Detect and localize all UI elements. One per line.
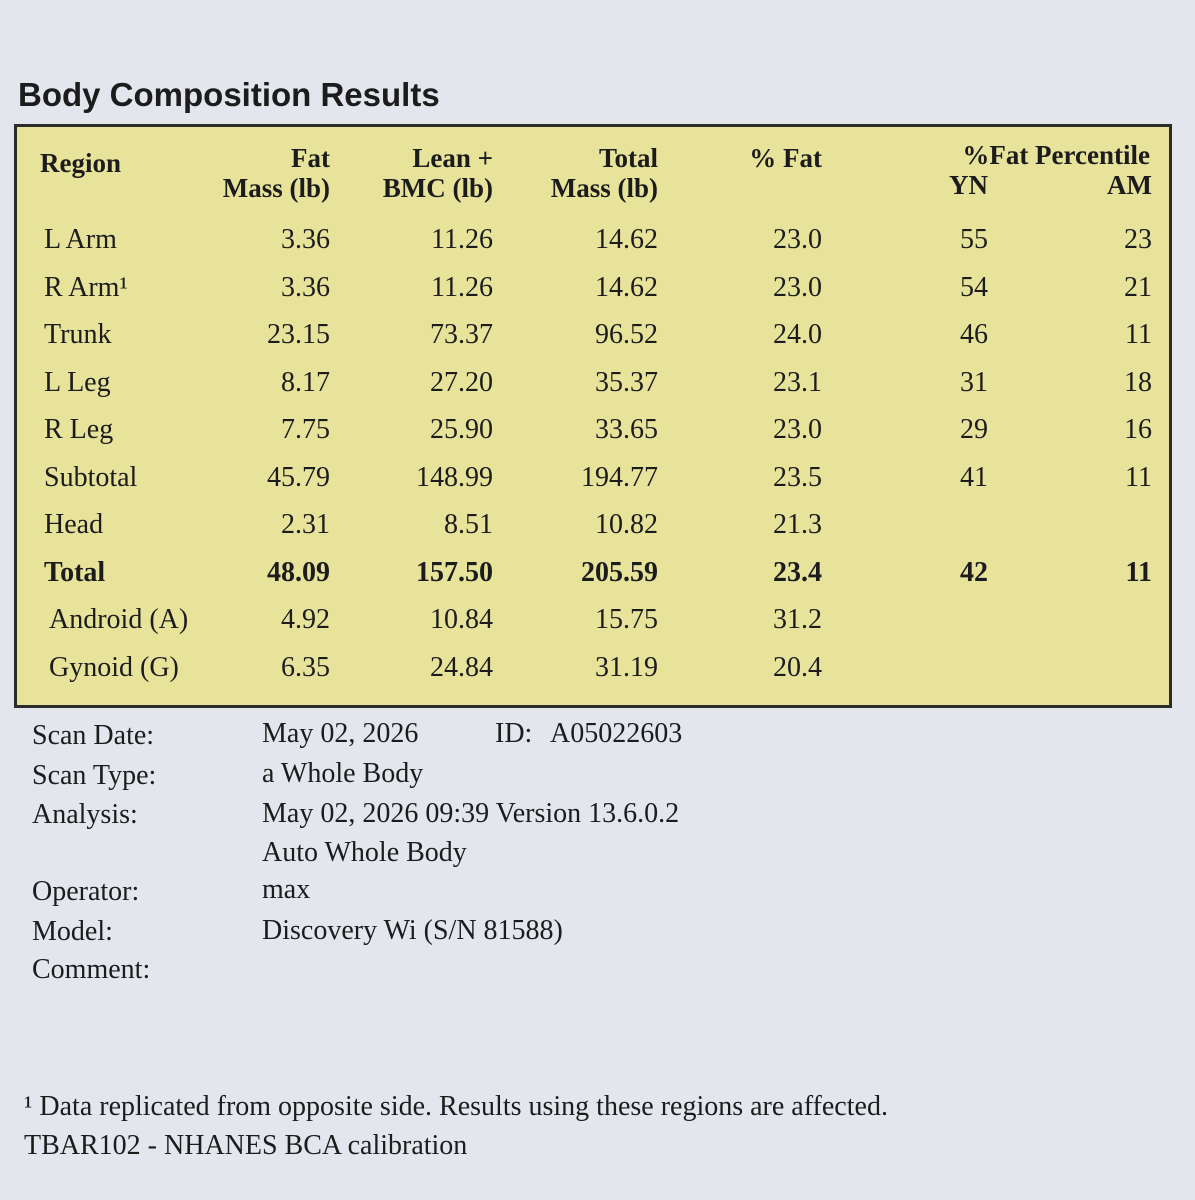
row-label: Trunk bbox=[44, 319, 112, 350]
cell: 11 bbox=[1125, 319, 1152, 350]
footnote: TBAR102 - NHANES BCA calibration bbox=[24, 1130, 468, 1161]
cell: 23.0 bbox=[773, 224, 822, 255]
value: a Whole Body bbox=[262, 758, 424, 789]
cell: 29 bbox=[960, 414, 988, 445]
cell: 42 bbox=[960, 556, 988, 588]
label: Model: bbox=[32, 916, 113, 947]
cell: 24.0 bbox=[773, 319, 822, 350]
cell: 8.51 bbox=[444, 509, 493, 540]
label: Operator: bbox=[32, 876, 140, 907]
cell: 148.99 bbox=[416, 461, 493, 493]
cell: 16 bbox=[1124, 414, 1152, 445]
cell: 27.20 bbox=[430, 366, 493, 398]
column-header: AM bbox=[1107, 170, 1152, 200]
cell: 11.26 bbox=[431, 271, 493, 303]
value: Discovery Wi (S/N 81588) bbox=[262, 915, 563, 946]
cell: 10.84 bbox=[430, 604, 493, 635]
column-header: Mass (lb) bbox=[550, 173, 658, 203]
cell: 23.5 bbox=[773, 461, 822, 493]
column-header: Region bbox=[40, 148, 121, 178]
row-label: Subtotal bbox=[44, 461, 138, 493]
cell: 48.09 bbox=[267, 556, 330, 588]
value: A05022603 bbox=[550, 718, 683, 749]
label: Scan Type: bbox=[32, 760, 157, 791]
cell: 11.26 bbox=[431, 224, 493, 255]
label: ID: bbox=[495, 718, 533, 749]
cell: 33.65 bbox=[595, 414, 658, 445]
cell: 11 bbox=[1125, 556, 1152, 588]
cell: 31.2 bbox=[773, 604, 822, 635]
cell: 23.4 bbox=[773, 556, 822, 588]
label: Comment: bbox=[32, 954, 151, 985]
column-header: %Fat Percentile bbox=[962, 140, 1150, 170]
cell: 96.52 bbox=[595, 319, 658, 350]
cell: 157.50 bbox=[416, 556, 493, 588]
cell: 21 bbox=[1124, 271, 1152, 303]
label: Analysis: bbox=[32, 799, 138, 830]
cell: 14.62 bbox=[595, 271, 658, 303]
cell: 14.62 bbox=[595, 224, 658, 255]
cell: 24.84 bbox=[430, 651, 493, 683]
cell: 15.75 bbox=[595, 604, 658, 635]
row-label: L Leg bbox=[44, 366, 111, 398]
row-label: R Arm¹ bbox=[44, 271, 128, 303]
label: Scan Date: bbox=[32, 720, 155, 751]
cell: 7.75 bbox=[281, 414, 330, 445]
cell: 35.37 bbox=[595, 366, 658, 398]
cell: 20.4 bbox=[773, 651, 822, 683]
value: May 02, 2026 bbox=[262, 718, 419, 749]
footnote: ¹ Data replicated from opposite side. Re… bbox=[24, 1091, 888, 1122]
cell: 31 bbox=[960, 366, 988, 398]
column-header: Lean + bbox=[412, 143, 493, 173]
cell: 45.79 bbox=[267, 461, 330, 493]
value: Auto Whole Body bbox=[262, 837, 467, 868]
cell: 41 bbox=[960, 461, 988, 493]
cell: 4.92 bbox=[281, 604, 330, 635]
cell: 46 bbox=[960, 319, 988, 350]
column-header: YN bbox=[949, 170, 988, 200]
row-label: Total bbox=[44, 556, 106, 588]
row-label: L Arm bbox=[44, 224, 117, 255]
cell: 23.15 bbox=[267, 319, 330, 350]
cell: 18 bbox=[1124, 366, 1152, 398]
cell: 3.36 bbox=[281, 271, 330, 303]
cell: 2.31 bbox=[281, 509, 330, 540]
cell: 205.59 bbox=[581, 556, 658, 588]
cell: 23.1 bbox=[773, 366, 822, 398]
column-header: % Fat bbox=[749, 143, 822, 173]
cell: 10.82 bbox=[595, 509, 658, 540]
row-label: Gynoid (G) bbox=[49, 651, 179, 683]
cell: 31.19 bbox=[595, 651, 658, 683]
cell: 8.17 bbox=[281, 366, 330, 398]
row-label: Head bbox=[44, 509, 104, 540]
column-header: Total bbox=[598, 143, 658, 173]
results-table bbox=[14, 124, 1172, 708]
cell: 55 bbox=[960, 224, 988, 255]
cell: 25.90 bbox=[430, 414, 493, 445]
cell: 21.3 bbox=[773, 509, 822, 540]
cell: 23.0 bbox=[773, 414, 822, 445]
row-label: Android (A) bbox=[49, 604, 189, 635]
cell: 23 bbox=[1124, 224, 1152, 255]
cell: 6.35 bbox=[281, 651, 330, 683]
cell: 54 bbox=[960, 271, 988, 303]
cell: 11 bbox=[1125, 461, 1152, 493]
value: max bbox=[262, 874, 311, 905]
column-header: BMC (lb) bbox=[382, 173, 493, 203]
row-label: R Leg bbox=[44, 414, 114, 445]
title: Body Composition Results bbox=[18, 76, 440, 113]
cell: 23.0 bbox=[773, 271, 822, 303]
column-header: Fat bbox=[291, 143, 330, 173]
value: May 02, 2026 09:39 Version 13.6.0.2 bbox=[262, 798, 680, 829]
cell: 194.77 bbox=[581, 461, 658, 493]
cell: 3.36 bbox=[281, 224, 330, 255]
column-header: Mass (lb) bbox=[222, 173, 330, 203]
cell: 73.37 bbox=[430, 319, 493, 350]
